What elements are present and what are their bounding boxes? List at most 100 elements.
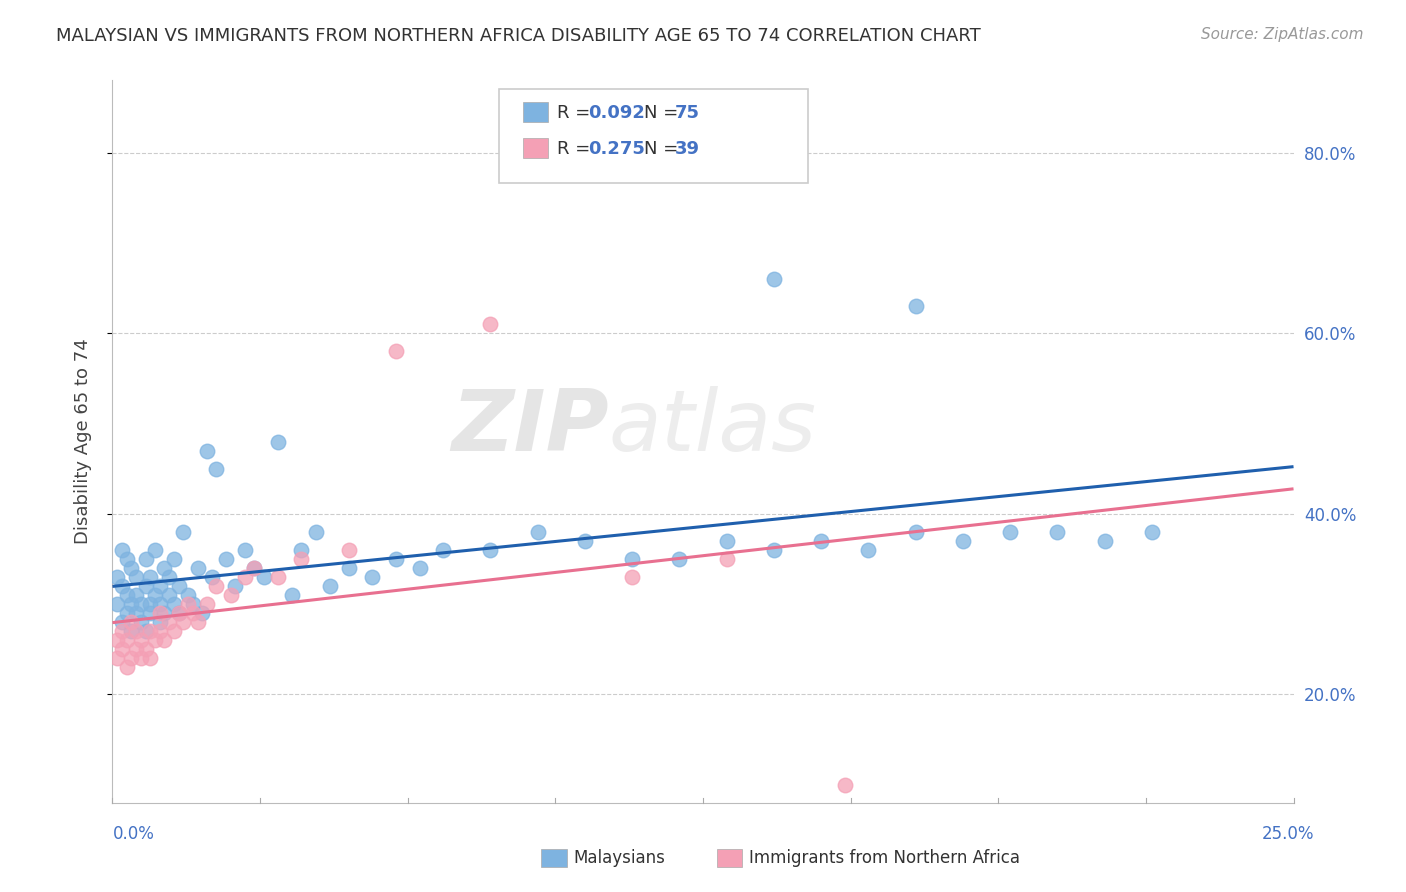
Text: MALAYSIAN VS IMMIGRANTS FROM NORTHERN AFRICA DISABILITY AGE 65 TO 74 CORRELATION: MALAYSIAN VS IMMIGRANTS FROM NORTHERN AF… [56,27,981,45]
Point [177,597,200,611]
Point [139,606,162,620]
Point [135,579,157,593]
Point [224,579,246,593]
Text: ZIP: ZIP [451,385,609,468]
Point [149,597,172,611]
Point [243,561,266,575]
Point [1140,524,1163,539]
Point [115,660,138,674]
Point [139,570,162,584]
Point [149,606,172,620]
Point [233,542,256,557]
Point [267,434,290,449]
Point [139,651,162,665]
Point [716,533,738,548]
Point [998,524,1021,539]
Point [215,552,238,566]
Point [304,524,326,539]
Point [115,633,138,648]
Point [105,570,128,584]
Point [361,570,384,584]
Point [479,317,502,331]
Point [115,552,138,566]
Point [163,597,186,611]
Point [186,615,208,630]
Point [172,615,194,630]
Point [385,552,408,566]
Point [111,624,134,639]
Point [858,542,880,557]
Point [125,624,148,639]
Point [253,570,276,584]
Point [111,542,134,557]
Point [129,651,152,665]
Point [167,579,190,593]
Point [408,561,430,575]
Point [115,606,138,620]
Point [143,588,166,602]
Point [105,651,128,665]
Point [205,461,228,475]
Point [479,542,502,557]
Point [143,542,166,557]
Point [337,561,360,575]
Text: 75: 75 [675,104,700,122]
Point [139,597,162,611]
Point [385,344,408,359]
Point [281,588,304,602]
Point [195,597,218,611]
Y-axis label: Disability Age 65 to 74: Disability Age 65 to 74 [73,339,91,544]
Point [105,597,128,611]
Point [205,579,228,593]
Text: 0.092: 0.092 [588,104,644,122]
Point [290,552,312,566]
Point [135,552,157,566]
Point [163,624,186,639]
Point [120,597,142,611]
Point [153,633,176,648]
Point [243,561,266,575]
Point [135,642,157,657]
Point [177,588,200,602]
Point [621,552,644,566]
Point [115,588,138,602]
Point [135,624,157,639]
Point [186,561,208,575]
Text: atlas: atlas [609,385,817,468]
Point [129,615,152,630]
Point [111,615,134,630]
Point [219,588,242,602]
Point [904,299,927,313]
Point [149,624,172,639]
Point [153,561,176,575]
Point [762,272,785,286]
Point [668,552,690,566]
Point [157,615,180,630]
Text: 0.275: 0.275 [588,140,644,158]
Point [267,570,290,584]
Point [111,579,134,593]
Point [191,606,214,620]
Point [111,642,134,657]
Point [762,542,785,557]
Point [129,633,152,648]
Point [432,542,454,557]
Point [120,615,142,630]
Point [201,570,224,584]
Point [157,570,180,584]
Point [120,561,142,575]
Point [125,642,148,657]
Point [149,579,172,593]
Point [195,443,218,458]
Point [129,597,152,611]
Point [120,651,142,665]
Point [621,570,644,584]
Point [810,533,832,548]
Text: Malaysians: Malaysians [574,849,665,867]
Point [716,552,738,566]
Point [233,570,256,584]
Text: R =: R = [557,104,596,122]
Text: 25.0%: 25.0% [1263,825,1315,843]
Point [181,597,204,611]
Text: R =: R = [557,140,596,158]
